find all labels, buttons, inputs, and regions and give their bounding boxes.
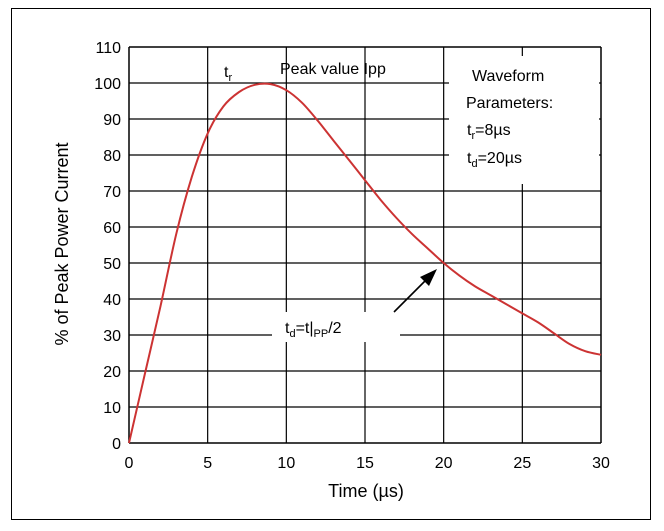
td-label-box <box>272 312 400 342</box>
param-td: td=20µs <box>467 150 522 170</box>
y-tick-label: 10 <box>103 400 121 417</box>
y-tick-label: 50 <box>103 256 121 273</box>
x-tick-label: 30 <box>592 455 610 472</box>
param-tr: tr=8µs <box>467 122 511 142</box>
y-tick-label: 0 <box>112 436 121 453</box>
params-title-line1: Waveform <box>472 68 544 85</box>
x-tick-label: 10 <box>277 455 295 472</box>
peak-value-label: Peak value Ipp <box>280 61 386 78</box>
x-axis-label: Time (µs) <box>328 481 404 501</box>
x-tick-label: 0 <box>125 455 134 472</box>
y-tick-label: 30 <box>103 328 121 345</box>
x-tick-label: 15 <box>356 455 374 472</box>
y-tick-labels: 0 10 20 30 40 50 60 70 80 90 100 110 <box>94 40 121 453</box>
y-tick-label: 20 <box>103 364 121 381</box>
parameters-box <box>449 56 599 184</box>
x-tick-label: 25 <box>513 455 531 472</box>
y-tick-label: 60 <box>103 220 121 237</box>
y-tick-label: 80 <box>103 148 121 165</box>
y-tick-label: 40 <box>103 292 121 309</box>
x-tick-labels: 0 5 10 15 20 25 30 <box>125 455 610 472</box>
grid <box>128 46 602 444</box>
x-tick-label: 20 <box>435 455 453 472</box>
y-axis-label: % of Peak Power Current <box>52 142 72 345</box>
td-arrow-head <box>420 269 437 286</box>
y-tick-label: 90 <box>103 112 121 129</box>
x-tick-label: 5 <box>203 455 212 472</box>
series-line <box>128 82 602 444</box>
y-tick-label: 70 <box>103 184 121 201</box>
td-label: td=t|PP/2 <box>285 320 342 340</box>
td-arrow-line <box>393 277 429 313</box>
y-tick-label: 100 <box>94 76 121 93</box>
y-tick-label: 110 <box>95 40 121 57</box>
params-title-line2: Parameters: <box>466 95 553 112</box>
tr-annotation: tr <box>224 64 232 84</box>
